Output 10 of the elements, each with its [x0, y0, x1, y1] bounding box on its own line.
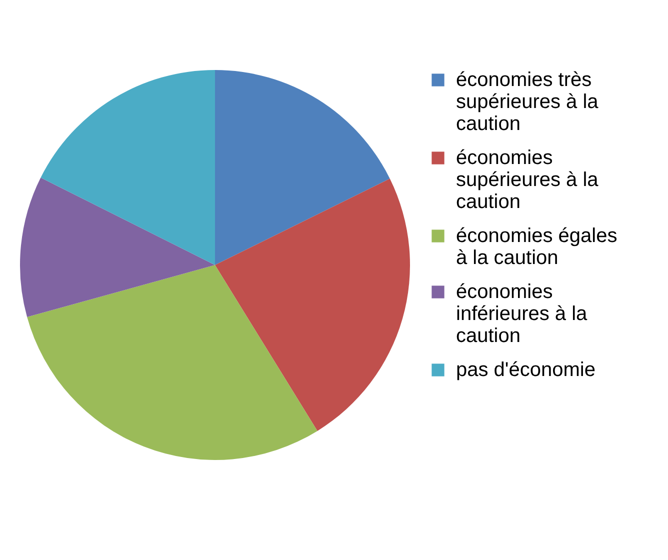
pie-slice: [215, 70, 390, 265]
pie-slice: [215, 178, 410, 431]
pie-slice: [40, 70, 215, 265]
legend-label: économies supérieures à la caution: [456, 147, 600, 213]
pie-slice: [20, 178, 215, 318]
legend-label: économies inférieures à la caution: [456, 281, 588, 347]
legend-label: économies égales à la caution: [456, 225, 618, 269]
legend-label: pas d'économie: [456, 359, 596, 381]
legend-label: économies très supérieures à la caution: [456, 69, 600, 135]
pie-slice: [27, 265, 318, 460]
